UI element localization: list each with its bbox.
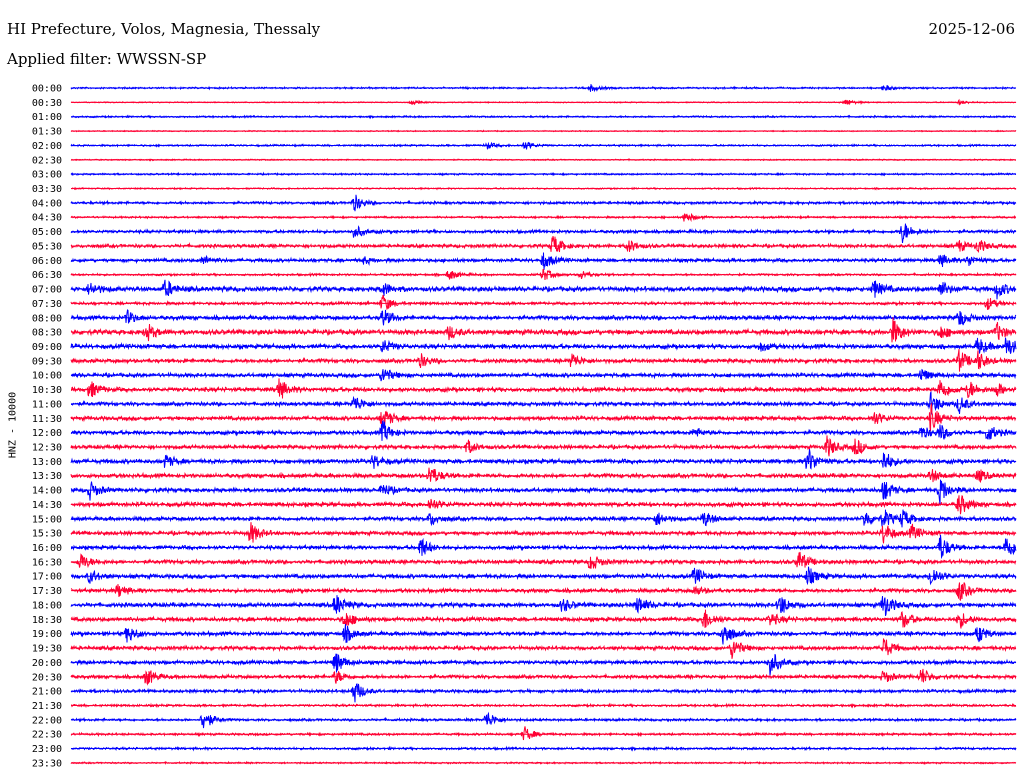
trace-row	[70, 279, 1017, 300]
trace-row	[70, 435, 1017, 457]
tick-label: 01:00	[32, 112, 62, 123]
tick-label: 08:00	[32, 313, 62, 324]
trace-row	[70, 419, 1017, 441]
tick-label: 14:00	[32, 486, 62, 497]
tick-label: 13:30	[32, 471, 62, 482]
tick-label: 16:00	[32, 543, 62, 554]
tick-label: 10:30	[32, 385, 62, 396]
trace-row	[70, 623, 1017, 645]
tick-label: 06:30	[32, 270, 62, 281]
filter-label: Applied filter: WWSSN-SP	[7, 50, 207, 68]
trace-row	[70, 337, 1017, 354]
trace-row	[70, 252, 1017, 270]
tick-label: 21:00	[32, 687, 62, 698]
tick-label: 03:30	[32, 184, 62, 195]
trace-row	[70, 479, 1017, 505]
date-label: 2025-12-06	[928, 20, 1015, 38]
tick-label: 20:30	[32, 672, 62, 683]
tick-label: 09:30	[32, 356, 62, 367]
trace-row	[71, 378, 1017, 399]
tick-label: 22:00	[32, 715, 62, 726]
tick-label: 23:00	[32, 744, 62, 755]
tick-label: 02:00	[32, 141, 62, 152]
tick-label: 16:30	[32, 557, 62, 568]
tick-label: 21:30	[32, 701, 62, 712]
trace-row	[70, 683, 1017, 703]
tick-label: 05:00	[32, 227, 62, 238]
tick-label: 04:00	[32, 198, 62, 209]
tick-label: 13:00	[32, 457, 62, 468]
trace-row	[70, 551, 1017, 569]
tick-label: 10:00	[32, 371, 62, 382]
trace-row	[70, 467, 1017, 483]
tick-label: 23:30	[32, 758, 62, 769]
tick-label: 17:30	[32, 586, 62, 597]
tick-label: 05:30	[32, 241, 62, 252]
tick-label: 15:30	[32, 529, 62, 540]
trace-row	[70, 711, 1017, 729]
tick-label: 07:00	[32, 285, 62, 296]
tick-label: 17:00	[32, 572, 62, 583]
tick-label: 14:30	[32, 500, 62, 511]
tick-label: 08:30	[32, 328, 62, 339]
tick-label: 19:00	[32, 629, 62, 640]
trace-row	[70, 653, 1017, 676]
tick-label: 19:30	[32, 644, 62, 655]
trace-row	[70, 223, 1017, 243]
tick-label: 09:00	[32, 342, 62, 353]
tick-label: 18:30	[32, 615, 62, 626]
tick-label: 07:30	[32, 299, 62, 310]
tick-label: 06:00	[32, 256, 62, 267]
trace-row	[70, 638, 1017, 659]
trace-row	[70, 495, 1017, 515]
trace-row	[70, 534, 1017, 560]
tick-label: 02:30	[32, 155, 62, 166]
tick-label: 18:00	[32, 600, 62, 611]
tick-label: 04:30	[32, 213, 62, 224]
trace-row	[70, 402, 1017, 432]
tick-label: 00:30	[32, 98, 62, 109]
tick-label: 03:00	[32, 170, 62, 181]
trace-row	[70, 294, 1017, 311]
tick-label: 11:30	[32, 414, 62, 425]
trace-row	[71, 391, 1017, 415]
tick-label: 12:00	[32, 428, 62, 439]
tick-label: 11:00	[32, 399, 62, 410]
tick-label: 00:00	[32, 84, 62, 95]
tick-label: 20:00	[32, 658, 62, 669]
trace-row	[70, 449, 1017, 470]
tick-label: 15:00	[32, 514, 62, 525]
trace-row	[70, 726, 1017, 741]
trace-row	[70, 566, 1017, 586]
station-title: HI Prefecture, Volos, Magnesia, Thessaly	[7, 20, 321, 38]
trace-row	[70, 317, 1017, 343]
trace-row	[70, 595, 1017, 616]
trace-row	[70, 582, 1017, 602]
trace-row	[70, 141, 1017, 150]
trace-row	[70, 235, 1017, 254]
tick-label: 12:30	[32, 443, 62, 454]
tick-label: 01:30	[32, 127, 62, 138]
tick-label: 22:30	[32, 730, 62, 741]
